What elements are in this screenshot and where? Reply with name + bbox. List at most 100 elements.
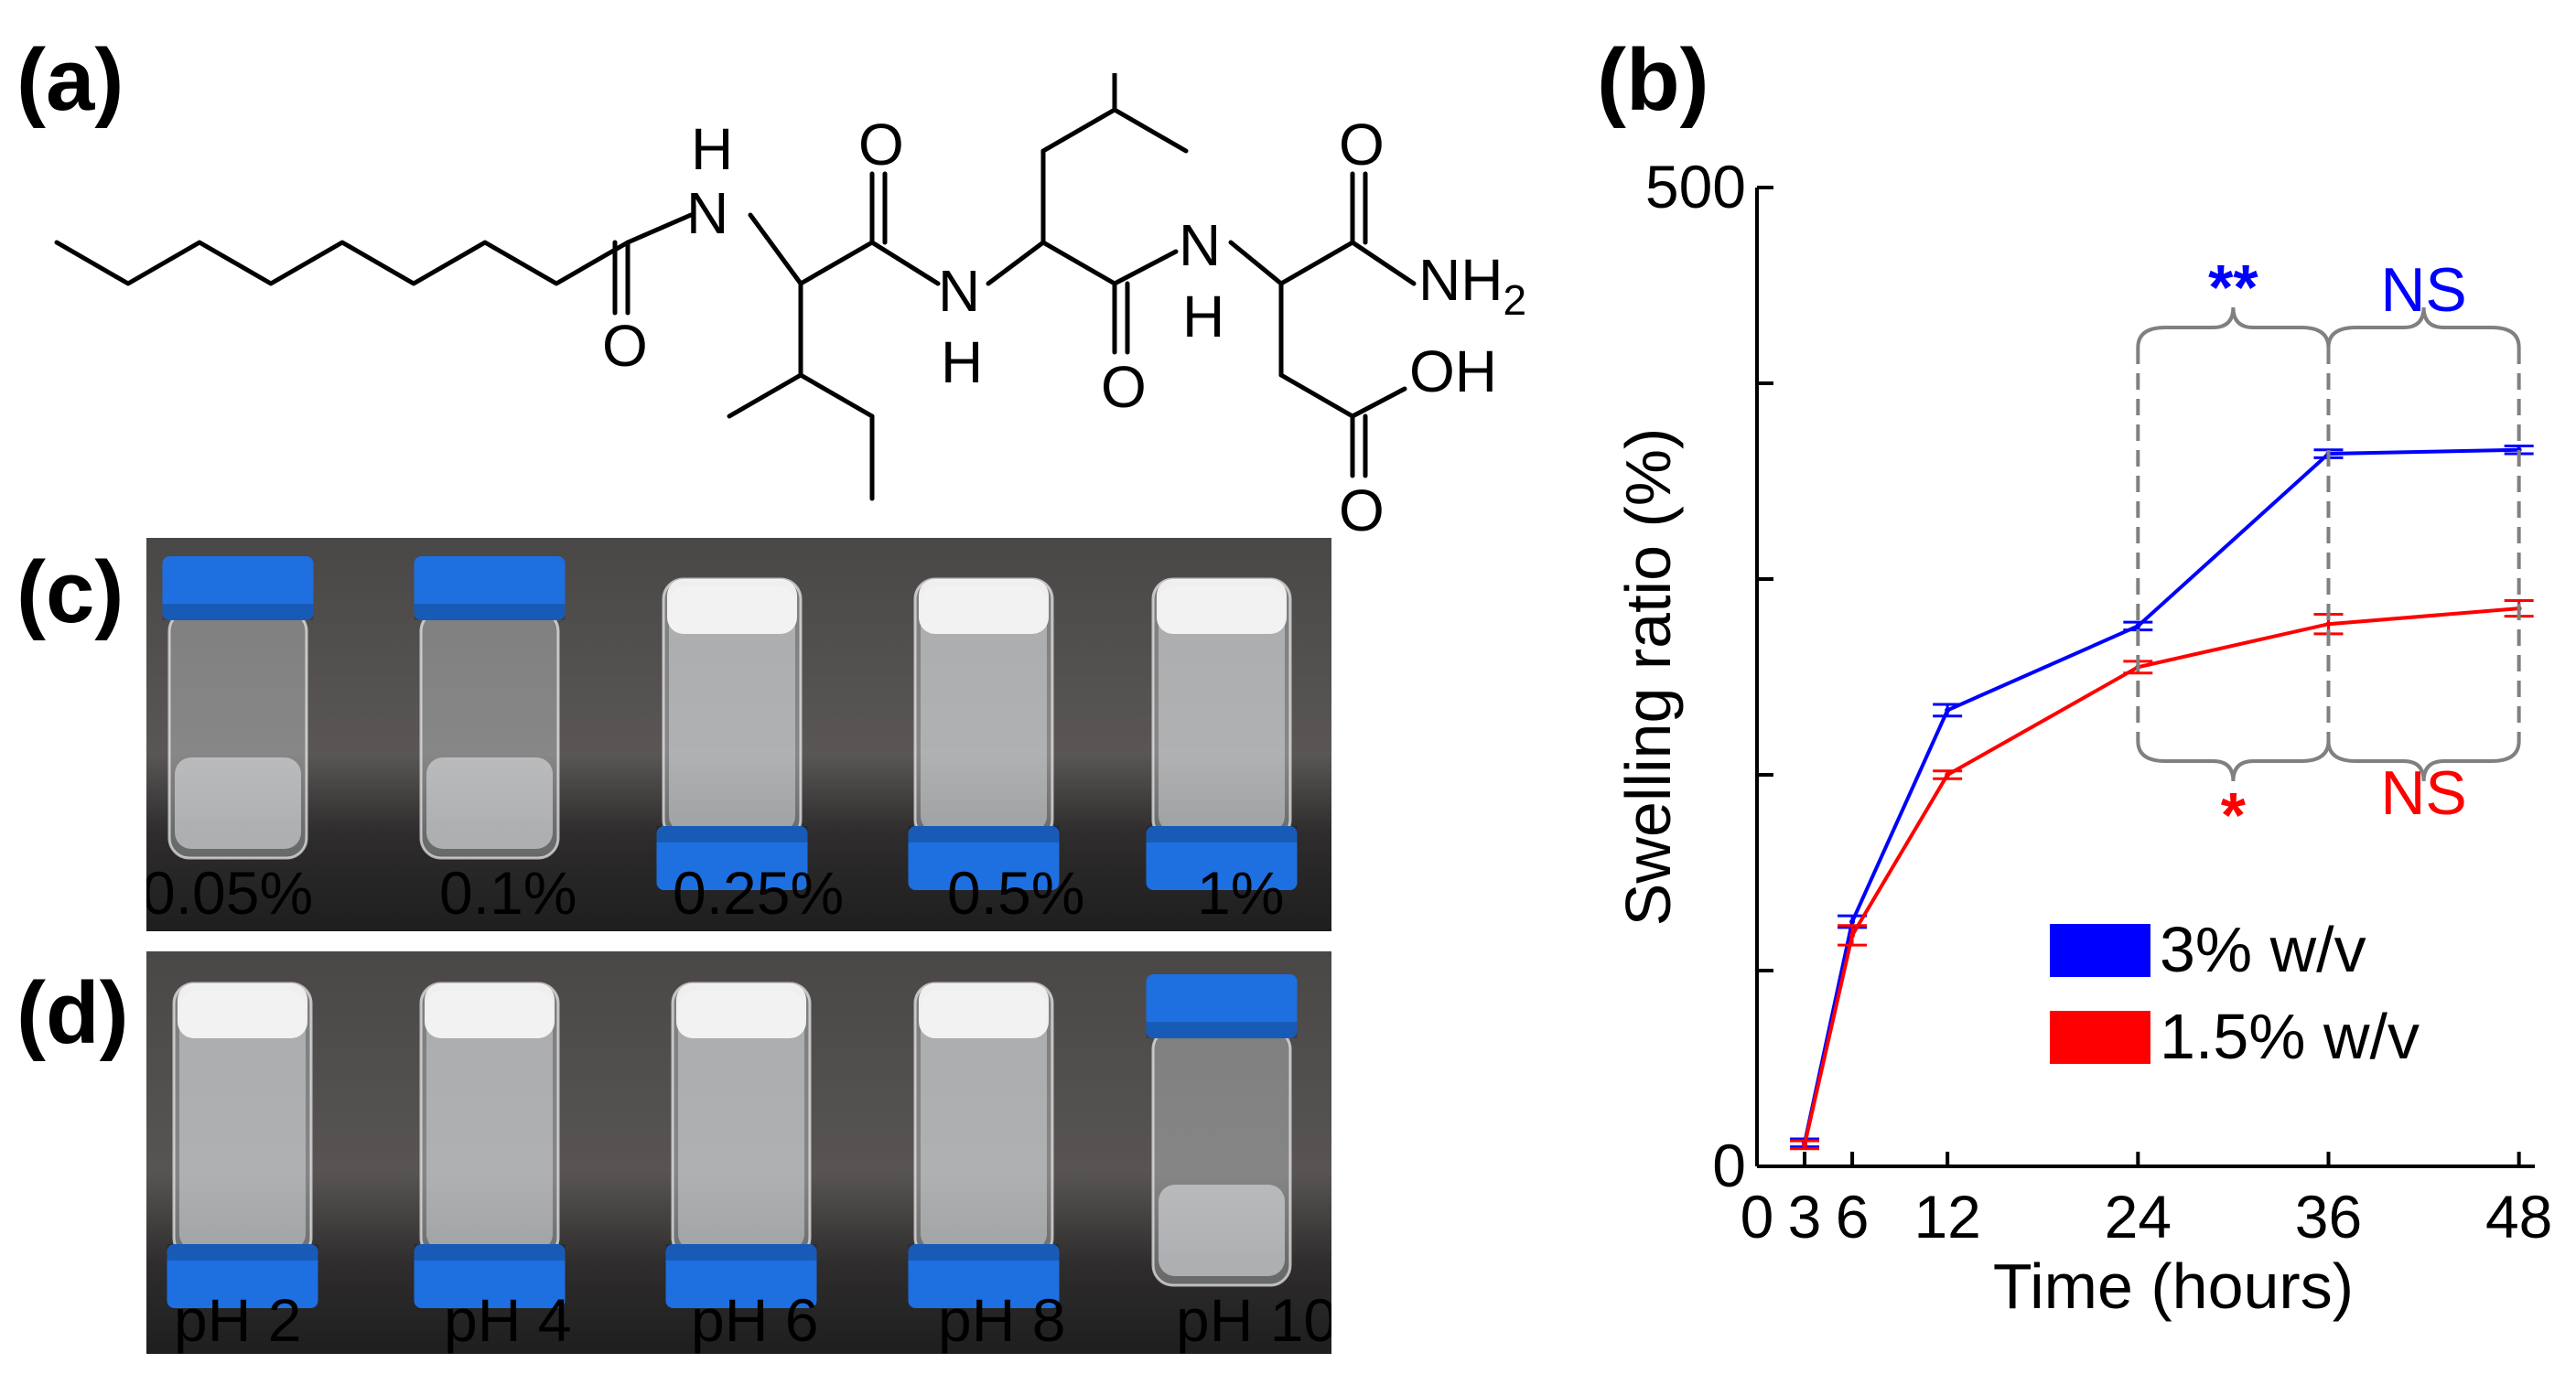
vial-cap (656, 826, 808, 890)
data-point (2325, 621, 2332, 628)
vial-label-0-25: 0.25% (673, 859, 845, 927)
vial-label-1: 1% (1197, 859, 1285, 927)
significance-red-1: * (2221, 779, 2247, 851)
vial-label-ph2: pH 2 (174, 1286, 302, 1354)
vial-label-0-05: 0.05% (146, 859, 314, 927)
vial-gel-surface (919, 983, 1049, 1038)
atom-o: O (858, 112, 904, 177)
vial-gel-surface (676, 983, 806, 1038)
vial-gel (669, 586, 795, 832)
vial-group-ph (167, 974, 1298, 1308)
vial-liquid (426, 757, 553, 849)
panel-label-d: (d) (16, 964, 129, 1062)
atom-oh: OH (1409, 338, 1497, 404)
vial-cap (1146, 826, 1298, 890)
x-tick-label: 3 (1788, 1183, 1822, 1251)
vial-group-concentration (162, 556, 1298, 890)
legend-label: 1.5% w/v (2160, 1001, 2420, 1072)
vial-gel (179, 991, 306, 1251)
vial-gel (921, 991, 1047, 1251)
vial-label-0-1: 0.1% (439, 859, 577, 927)
significance-red-2: NS (2380, 758, 2466, 828)
vial-cap (1146, 974, 1298, 1038)
x-tick-label: 12 (1913, 1183, 1980, 1251)
brace-red-24-36 (2136, 740, 2331, 782)
data-point (2135, 623, 2141, 629)
atom-h: H (1182, 284, 1224, 349)
vial-label-ph6: pH 6 (691, 1286, 819, 1354)
brace-blue-24-36 (2136, 306, 2331, 349)
vial-cap (908, 1244, 1060, 1308)
data-point (1849, 918, 1856, 925)
data-point (1849, 932, 1856, 939)
significance-blue-1: ** (2208, 252, 2258, 323)
vial (908, 982, 1060, 1308)
x-tick-label: 24 (2105, 1183, 2172, 1251)
vial (1146, 577, 1298, 890)
vial-cap (162, 556, 314, 620)
vial-gel-surface (178, 983, 307, 1038)
chemical-structure: H N O N H O O N H O NH2 OH O (54, 73, 1526, 543)
data-point (1945, 707, 1951, 714)
vial-gel-surface (919, 579, 1049, 634)
vial-label-0-5: 0.5% (947, 859, 1085, 927)
series-line-blue (1803, 447, 2519, 1143)
vial-cap (665, 1244, 817, 1308)
atom-o: O (1101, 354, 1147, 420)
atom-n: N (1179, 212, 1221, 278)
vial-cap (414, 556, 566, 620)
vial (162, 556, 314, 860)
photo-ph-vials: pH 2 pH 4 pH 6 pH 8 pH 10 (146, 951, 1331, 1354)
y-axis-label: Swelling ratio (%) (1612, 428, 1684, 927)
atom-n: N (686, 180, 728, 246)
vial (1146, 974, 1298, 1287)
vial-liquid (1159, 1185, 1285, 1276)
vial (167, 982, 318, 1308)
vial (414, 556, 566, 860)
vial (414, 982, 566, 1308)
vial-label-ph4: pH 4 (444, 1286, 572, 1354)
atom-o: O (1339, 478, 1385, 543)
data-point (1945, 772, 1951, 778)
vial-gel-surface (1157, 579, 1287, 634)
vial (908, 577, 1060, 890)
legend-swatch (2050, 1011, 2150, 1064)
atom-nh2: NH2 (1418, 247, 1526, 324)
data-point (1802, 1142, 1808, 1148)
vial-label-ph8: pH 8 (938, 1286, 1066, 1354)
alkyl-chain (54, 240, 631, 286)
panel-label-a: (a) (16, 31, 124, 129)
vial (656, 577, 808, 890)
brace-red-36-48 (2326, 740, 2521, 782)
photo-concentration-vials: 0.05% 0.1% 0.25% 0.5% 1% (146, 538, 1331, 931)
series-line-red (1803, 606, 2519, 1145)
x-tick-label: 48 (2485, 1183, 2552, 1251)
atom-o: O (1339, 112, 1385, 177)
vial-gel (678, 991, 804, 1251)
atom-h: H (941, 329, 983, 395)
x-axis-label: Time (hours) (1993, 1251, 2354, 1322)
brace-blue-36-48 (2326, 306, 2521, 349)
vial-liquid (175, 757, 301, 849)
x-tick-label: 6 (1836, 1183, 1870, 1251)
vial-gel (921, 586, 1047, 832)
legend-label: 3% w/v (2160, 914, 2366, 985)
vial-cap (167, 1244, 318, 1308)
vial-cap (908, 826, 1060, 890)
significance-blue-2: NS (2380, 255, 2466, 325)
x-tick-label: 0 (1741, 1183, 1774, 1251)
vial-gel-surface (425, 983, 555, 1038)
atom-h: H (691, 116, 733, 182)
vial (665, 982, 817, 1308)
atom-o: O (602, 313, 648, 379)
atom-n: N (938, 258, 980, 324)
y-tick-label: 500 (1645, 153, 1746, 220)
panel-label-b: (b) (1597, 31, 1709, 129)
panel-label-c: (c) (16, 543, 124, 641)
vial-gel-surface (667, 579, 797, 634)
vial-cap (414, 1244, 566, 1308)
y-tick-label: 0 (1712, 1132, 1746, 1199)
legend-swatch (2050, 924, 2150, 977)
vial-gel (1159, 586, 1285, 832)
